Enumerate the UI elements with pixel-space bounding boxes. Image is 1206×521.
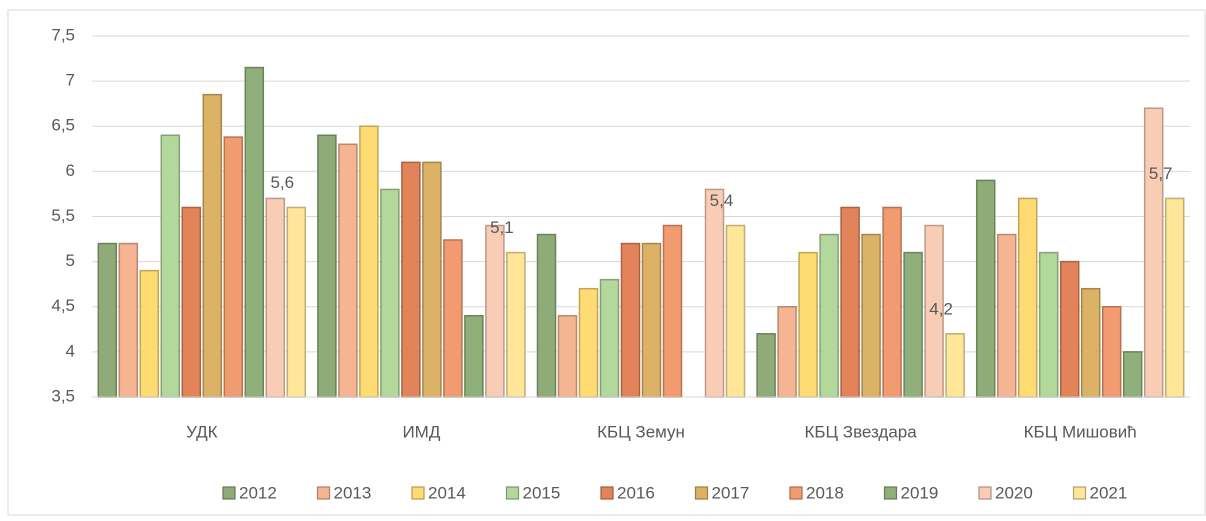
bar (861, 233, 881, 398)
bar (139, 269, 160, 398)
bar (1122, 351, 1143, 398)
bar (317, 134, 337, 398)
legend-swatch (222, 486, 236, 500)
bar (506, 251, 526, 398)
legend-swatch (883, 486, 898, 500)
bar (903, 251, 923, 398)
legend-swatch (1072, 486, 1087, 500)
bar (599, 278, 620, 398)
bar (1017, 197, 1038, 398)
y-tick-label: 6,5 (51, 116, 75, 135)
bar (181, 206, 202, 398)
bar (662, 224, 683, 398)
bar (244, 66, 265, 398)
bar (798, 251, 818, 398)
bar (464, 315, 484, 398)
y-tick-label: 7 (66, 71, 75, 90)
bar (286, 206, 307, 398)
bar (945, 333, 965, 398)
legend-swatch (600, 486, 614, 500)
x-tick-label: КБЦ Мишовић (1024, 422, 1137, 441)
bar (996, 233, 1017, 398)
y-tick-label: 5,5 (51, 206, 75, 225)
x-tick-label: ИМД (402, 422, 440, 441)
bar (819, 233, 839, 398)
legend-label: 2016 (617, 483, 655, 502)
bar (265, 197, 286, 398)
x-tick-label: КБЦ Звездара (804, 422, 917, 441)
y-tick-label: 6 (66, 161, 75, 180)
data-label: 5,7 (1149, 164, 1173, 183)
legend-swatch (411, 486, 425, 500)
bar (1080, 287, 1101, 398)
bar (1038, 251, 1059, 398)
bar (641, 242, 662, 398)
legend-label: 2021 (1090, 483, 1128, 502)
data-label: 4,2 (929, 299, 953, 318)
data-label: 5,4 (710, 191, 734, 210)
bar (1143, 107, 1164, 398)
bar (578, 287, 599, 398)
legend-label: 2018 (806, 483, 844, 502)
bar (840, 206, 860, 398)
legend-swatch (694, 486, 709, 500)
data-label: 5,1 (490, 218, 514, 237)
legend-swatch (505, 486, 520, 500)
y-tick-label: 3,5 (51, 386, 75, 405)
legend-label: 2015 (523, 483, 561, 502)
data-label: 5,6 (270, 173, 294, 192)
bar (422, 161, 442, 398)
legend-label: 2017 (712, 483, 750, 502)
bar (380, 188, 400, 398)
bar (338, 143, 358, 398)
bar (756, 333, 776, 398)
y-tick-label: 4,5 (51, 296, 75, 315)
bar (620, 242, 641, 398)
bar (97, 242, 118, 398)
bar (485, 224, 505, 398)
legend-label: 2012 (239, 483, 277, 502)
bar (1059, 260, 1080, 398)
bar (160, 134, 181, 398)
bar (536, 233, 557, 398)
bar (975, 179, 996, 398)
x-tick-label: УДК (186, 422, 218, 441)
bar (777, 306, 797, 398)
bar (202, 93, 223, 398)
bar (1164, 197, 1185, 398)
legend-swatch (316, 486, 331, 500)
bar (359, 125, 379, 398)
bar (704, 188, 725, 398)
bar (882, 206, 902, 398)
bar (118, 242, 139, 398)
bar (401, 161, 421, 398)
bar (223, 136, 244, 398)
legend-label: 2020 (995, 483, 1033, 502)
legend-label: 2019 (901, 483, 939, 502)
y-tick-label: 5 (66, 251, 75, 270)
bar (725, 224, 746, 398)
bar (557, 315, 578, 398)
legend-swatch (978, 486, 992, 500)
y-tick-label: 4 (66, 341, 75, 360)
bar (443, 239, 463, 398)
legend-label: 2014 (428, 483, 466, 502)
bar (1101, 306, 1122, 398)
y-tick-label: 7,5 (51, 25, 75, 44)
x-tick-label: КБЦ Земун (597, 422, 685, 441)
legend-swatch (789, 486, 803, 500)
legend-label: 2013 (334, 483, 372, 502)
